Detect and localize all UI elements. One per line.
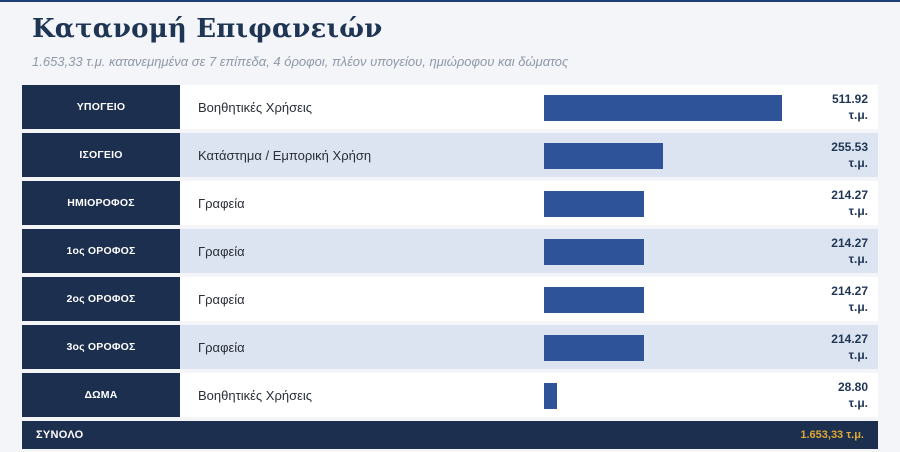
area-value-unit: τ.μ. — [848, 252, 868, 266]
use-label: Γραφεία — [198, 195, 245, 211]
area-bar — [544, 191, 644, 217]
area-value-number: 214.27 — [831, 332, 868, 346]
table-row: 3ος ΟΡΟΦΟΣ Γραφεία 214.27 τ.μ. — [22, 325, 878, 369]
area-value: 214.27 τ.μ. — [788, 331, 868, 363]
area-value-number: 255.53 — [831, 140, 868, 154]
area-value-unit: τ.μ. — [848, 108, 868, 122]
use-label: Βοηθητικές Χρήσεις — [198, 387, 313, 403]
area-bar — [544, 143, 663, 169]
area-value: 255.53 τ.μ. — [788, 139, 868, 171]
area-value: 214.27 τ.μ. — [788, 283, 868, 315]
total-value: 1.653,33 τ.μ. — [800, 429, 864, 441]
table-row: 1ος ΟΡΟΦΟΣ Γραφεία 214.27 τ.μ. — [22, 229, 878, 273]
table-row: ΙΣΟΓΕΙΟ Κατάστημα / Εμπορική Χρήση 255.53 τ… — [22, 133, 878, 177]
area-bar — [544, 287, 644, 313]
table-row: 2ος ΟΡΟΦΟΣ Γραφεία 214.27 τ.μ. — [22, 277, 878, 321]
page-subtitle: 1.653,33 τ.μ. κατανεμημένα σε 7 επίπεδα,… — [32, 54, 569, 69]
area-value: 214.27 τ.μ. — [788, 187, 868, 219]
area-value-number: 28.80 — [837, 380, 868, 394]
area-value: 214.27 τ.μ. — [788, 235, 868, 267]
total-label: ΣΥΝΟΛΟ — [36, 429, 84, 441]
floor-label: 1ος ΟΡΟΦΟΣ — [22, 229, 180, 273]
floor-area-table: ΥΠΟΓΕΙΟ Βοηθητικές Χρήσεις 511.92 τ.μ. ΙΣΟΓΕ… — [22, 85, 878, 449]
area-value-unit: τ.μ. — [848, 348, 868, 362]
area-value-unit: τ.μ. — [848, 300, 868, 314]
page-title: Κατανομή Επιφανειών — [32, 14, 383, 44]
area-bar — [544, 335, 644, 361]
floor-label: ΙΣΟΓΕΙΟ — [22, 133, 180, 177]
use-label: Γραφεία — [198, 243, 245, 259]
area-value-number: 214.27 — [831, 236, 868, 250]
area-bar — [544, 239, 644, 265]
floor-label: ΔΩΜΑ — [22, 373, 180, 417]
area-value-number: 511.92 — [831, 92, 868, 106]
floor-label: 2ος ΟΡΟΦΟΣ — [22, 277, 180, 321]
area-value-number: 214.27 — [831, 188, 868, 202]
floor-label: ΥΠΟΓΕΙΟ — [22, 85, 180, 129]
floor-label: 3ος ΟΡΟΦΟΣ — [22, 325, 180, 369]
area-value: 511.92 τ.μ. — [788, 91, 868, 123]
table-row: ΥΠΟΓΕΙΟ Βοηθητικές Χρήσεις 511.92 τ.μ. — [22, 85, 878, 129]
area-value-number: 214.27 — [831, 284, 868, 298]
top-rule — [0, 0, 900, 2]
use-label: Κατάστημα / Εμπορική Χρήση — [198, 147, 372, 163]
use-label: Γραφεία — [198, 339, 245, 355]
total-row: ΣΥΝΟΛΟ 1.653,33 τ.μ. — [22, 421, 878, 449]
table-row: ΔΩΜΑ Βοηθητικές Χρήσεις 28.80 τ.μ. — [22, 373, 878, 417]
table-row: ΗΜΙΟΡΟΦΟΣ Γραφεία 214.27 τ.μ. — [22, 181, 878, 225]
area-value-unit: τ.μ. — [848, 204, 868, 218]
floor-label: ΗΜΙΟΡΟΦΟΣ — [22, 181, 180, 225]
area-value: 28.80 τ.μ. — [788, 379, 868, 411]
area-bar — [544, 383, 557, 409]
area-value-unit: τ.μ. — [848, 396, 868, 410]
use-label: Γραφεία — [198, 291, 245, 307]
area-value-unit: τ.μ. — [848, 156, 868, 170]
area-bar — [544, 95, 782, 121]
use-label: Βοηθητικές Χρήσεις — [198, 99, 313, 115]
